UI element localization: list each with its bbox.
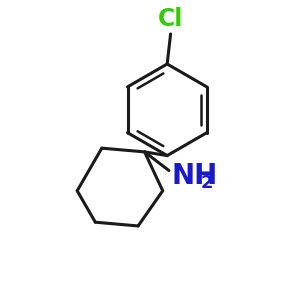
Text: 2: 2 bbox=[200, 174, 213, 192]
Text: NH: NH bbox=[171, 162, 218, 190]
Text: Cl: Cl bbox=[158, 7, 183, 31]
